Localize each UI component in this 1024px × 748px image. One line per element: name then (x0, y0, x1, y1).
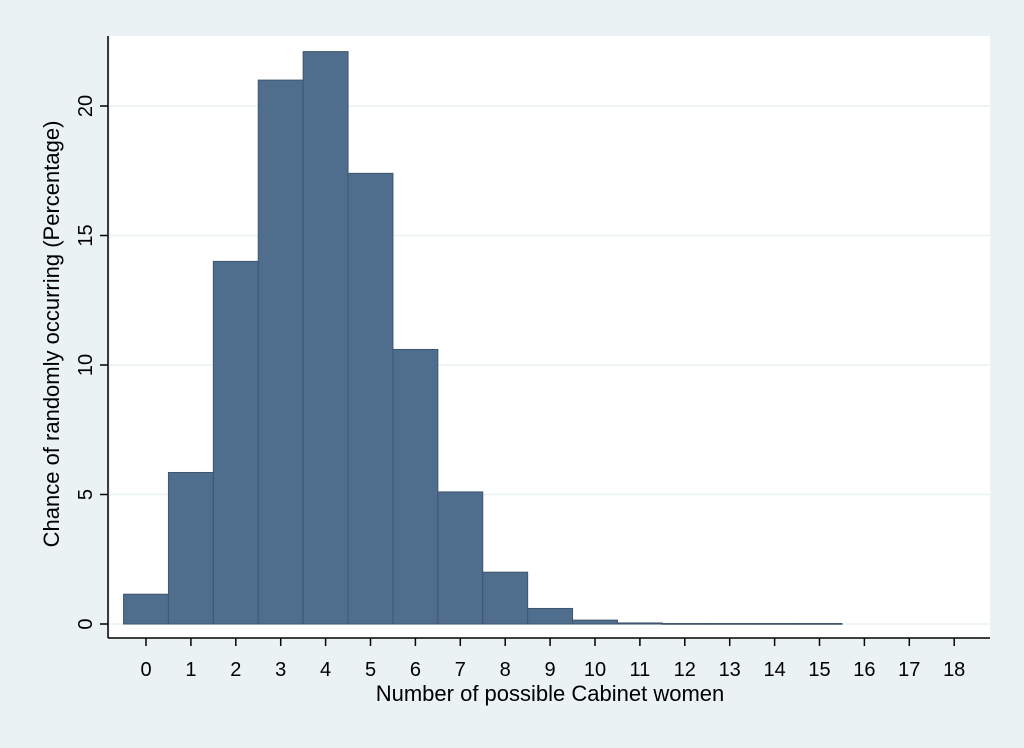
x-tick-label: 2 (230, 659, 241, 681)
x-tick-label: 7 (455, 659, 466, 681)
bar-15 (796, 622, 843, 625)
bar-8 (482, 571, 529, 625)
bar-2 (212, 260, 259, 625)
x-tick-label: 12 (674, 659, 696, 681)
x-tick-label: 3 (275, 659, 286, 681)
y-tick-label: 0 (75, 618, 97, 629)
bar-6 (392, 348, 439, 625)
bar-5 (347, 172, 394, 625)
bar-7 (437, 491, 484, 625)
x-tick-label: 18 (943, 659, 965, 681)
x-axis-title: Number of possible Cabinet women (376, 681, 725, 706)
bar-1 (167, 471, 214, 625)
bar-10 (572, 619, 618, 625)
y-tick-label: 5 (75, 489, 97, 500)
bar-3 (257, 79, 304, 625)
bar-9 (527, 607, 574, 625)
y-tick-label: 10 (75, 354, 97, 376)
y-tick-label: 15 (75, 224, 97, 246)
bar-4 (302, 51, 349, 625)
bar-12 (661, 622, 708, 625)
x-tick-label: 15 (808, 659, 830, 681)
x-tick-labels: 0 1 2 3 4 5 6 7 8 9 10 11 12 13 14 15 16 17 18 (140, 638, 965, 681)
axes (107, 36, 990, 639)
x-tick-label: 8 (500, 659, 511, 681)
x-tick-label: 1 (185, 659, 196, 681)
y-tick-label: 20 (75, 95, 97, 117)
y-axis-title: Chance of randomly occurring (Percentage… (39, 121, 64, 548)
bar-11 (616, 622, 663, 625)
bar-14 (751, 622, 798, 625)
x-tick-label: 14 (763, 659, 785, 681)
y-tick-labels: 0 5 10 15 20 (75, 95, 108, 630)
bar-0 (123, 593, 169, 625)
x-tick-label: 6 (410, 659, 421, 681)
x-tick-label: 10 (584, 659, 606, 681)
x-tick-label: 9 (545, 659, 556, 681)
x-tick-label: 16 (853, 659, 875, 681)
x-tick-label: 13 (719, 659, 741, 681)
bars (123, 51, 843, 625)
x-tick-label: 17 (898, 659, 920, 681)
x-tick-label: 0 (140, 659, 151, 681)
bar-13 (706, 622, 753, 625)
x-tick-label: 4 (320, 659, 331, 681)
x-tick-label: 11 (630, 659, 651, 681)
x-tick-label: 5 (365, 659, 376, 681)
